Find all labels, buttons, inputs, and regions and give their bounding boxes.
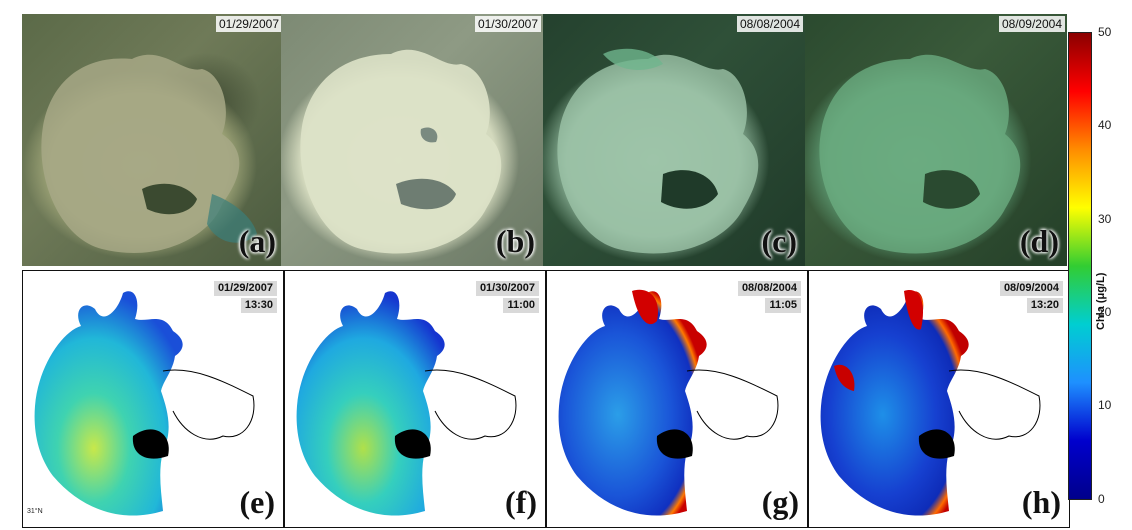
image-date: 01/29/2007 <box>215 16 282 32</box>
chla-map-e: 01/29/2007 13:30 31°N (e) <box>22 270 284 528</box>
image-date: 01/30/2007 <box>474 16 541 32</box>
chla-map-image <box>820 290 1041 516</box>
map-date: 08/09/2004 <box>999 281 1063 296</box>
latitude-label: 31°N <box>27 508 43 515</box>
map-time: 11:05 <box>765 298 801 313</box>
panel-label: (e) <box>239 484 275 520</box>
chla-colorbar <box>1068 32 1092 500</box>
lake-overlay-d <box>819 54 1021 254</box>
image-date: 08/09/2004 <box>998 16 1065 32</box>
lake-overlay-a <box>41 54 257 253</box>
colorbar-tick: 30 <box>1098 212 1112 226</box>
chla-map-image <box>558 289 779 516</box>
map-time: 13:20 <box>1026 298 1063 313</box>
panel-label: (h) <box>1021 484 1061 520</box>
chla-map-image <box>296 291 517 516</box>
chla-map-h: 08/09/2004 13:20 (h) <box>808 270 1070 528</box>
panel-label: (b) <box>495 223 535 259</box>
map-date: 01/29/2007 <box>213 281 277 296</box>
chla-map-g: 08/08/2004 11:05 (g) <box>546 270 808 528</box>
panel-label: (g) <box>761 484 799 520</box>
lake-overlay-c <box>557 48 759 254</box>
satellite-image-a: 01/29/2007 (a) <box>22 14 284 266</box>
colorbar-tick: 20 <box>1098 305 1112 319</box>
lake-overlay-b <box>300 49 502 254</box>
map-date: 01/30/2007 <box>475 281 539 296</box>
panel-label: (f) <box>505 484 537 520</box>
satellite-image-b: 01/30/2007 (b) <box>281 14 543 266</box>
colorbar-tick: 0 <box>1098 492 1105 506</box>
satellite-image-d: 08/09/2004 (d) <box>805 14 1067 266</box>
colorbar-tick: 10 <box>1098 398 1112 412</box>
satellite-image-c: 08/08/2004 (c) <box>543 14 805 266</box>
map-date: 08/08/2004 <box>737 281 801 296</box>
map-time: 13:30 <box>240 298 277 313</box>
map-time: 11:00 <box>503 298 539 313</box>
chla-map-image <box>34 291 255 516</box>
colorbar-tick: 40 <box>1098 118 1112 132</box>
panel-label: (a) <box>238 223 276 259</box>
chla-map-f: 01/30/2007 11:00 (f) <box>284 270 546 528</box>
colorbar-label: Chla (μg/L) <box>1095 272 1107 330</box>
panel-label: (c) <box>761 223 797 259</box>
panel-label: (d) <box>1019 223 1059 259</box>
image-date: 08/08/2004 <box>736 16 803 32</box>
colorbar-tick: 50 <box>1098 25 1112 39</box>
